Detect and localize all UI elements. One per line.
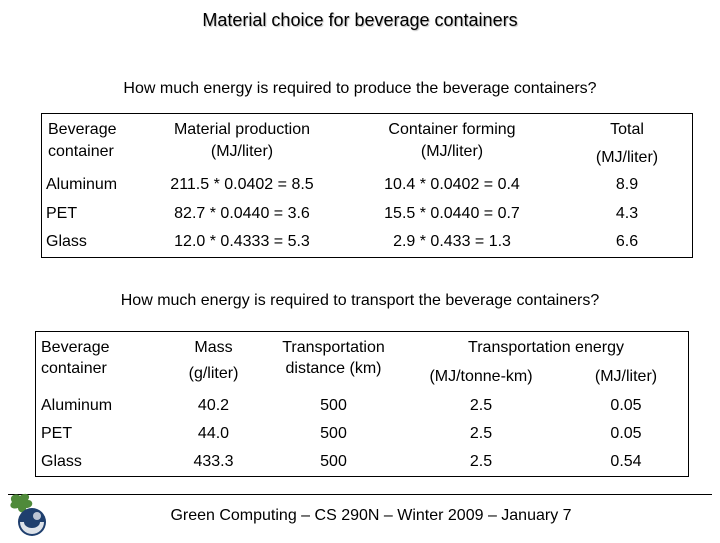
table-row-mass: 433.3 xyxy=(193,453,234,470)
table-row-container: Aluminum xyxy=(46,176,118,193)
header-container-line1: Beverage xyxy=(48,121,117,138)
header-mass-line2: (g/liter) xyxy=(188,365,239,382)
table-row-forming: 2.9 * 0.433 = 1.3 xyxy=(393,233,511,250)
table-row-total: 6.6 xyxy=(615,233,639,250)
table-row-energy-tonne-km: 2.5 xyxy=(469,397,493,414)
header-distance-line2: distance (km) xyxy=(285,360,382,377)
header-total-line2: (MJ/liter) xyxy=(595,149,659,166)
table-row-material: 12.0 * 0.4333 = 5.3 xyxy=(174,233,310,250)
header-material-line1: Material production xyxy=(173,121,311,138)
header-forming-line2: (MJ/liter) xyxy=(420,143,484,160)
table-row-distance: 500 xyxy=(320,397,347,414)
table-row-mass: 44.0 xyxy=(197,425,230,442)
table-row-material: 211.5 * 0.0402 = 8.5 xyxy=(170,176,314,193)
green-leaf-globe-logo-icon xyxy=(6,492,50,538)
table-row-forming: 10.4 * 0.0402 = 0.4 xyxy=(384,176,520,193)
table-row-total: 4.3 xyxy=(615,205,639,222)
table-row-energy-liter: 0.54 xyxy=(610,453,642,470)
table-row-energy-tonne-km: 2.5 xyxy=(469,425,493,442)
production-table: Beverage container Material production (… xyxy=(41,113,693,258)
header-container-line2: container xyxy=(41,360,107,377)
table-row-energy-tonne-km: 2.5 xyxy=(469,453,493,470)
header-material-line2: (MJ/liter) xyxy=(210,143,274,160)
transport-table: Beverage container Mass (g/liter) Transp… xyxy=(35,331,689,477)
header-container-line2: container xyxy=(48,143,114,160)
table-row-total: 8.9 xyxy=(615,176,639,193)
table-row-energy-liter: 0.05 xyxy=(610,397,642,414)
table-row-container: Glass xyxy=(46,233,87,250)
table-row-mass: 40.2 xyxy=(197,397,230,414)
header-forming-line1: Container forming xyxy=(388,121,516,138)
table-row-energy-liter: 0.05 xyxy=(610,425,642,442)
table-row-distance: 500 xyxy=(320,425,347,442)
header-container-line1: Beverage xyxy=(41,339,110,356)
header-mass-line1: Mass xyxy=(194,339,233,356)
transport-question: How much energy is required to transport… xyxy=(120,292,600,309)
table-row-container: Glass xyxy=(41,453,82,470)
production-question: How much energy is required to produce t… xyxy=(123,80,597,97)
header-energy-tonne-km: (MJ/tonne-km) xyxy=(429,368,533,385)
footer-text: Green Computing – CS 290N – Winter 2009 … xyxy=(170,507,572,524)
header-distance-line1: Transportation xyxy=(282,339,385,356)
table-row-container: Aluminum xyxy=(41,397,113,414)
table-row-container: PET xyxy=(41,425,73,442)
page-title: Material choice for beverage containers xyxy=(202,10,518,30)
footer-divider xyxy=(8,494,712,495)
header-energy: Transportation energy xyxy=(468,339,624,356)
table-row-distance: 500 xyxy=(320,453,347,470)
table-row-container: PET xyxy=(46,205,78,222)
header-total-line1: Total xyxy=(610,121,644,138)
header-energy-liter: (MJ/liter) xyxy=(594,368,658,385)
table-row-material: 82.7 * 0.0440 = 3.6 xyxy=(174,205,310,222)
table-row-forming: 15.5 * 0.0440 = 0.7 xyxy=(384,205,520,222)
